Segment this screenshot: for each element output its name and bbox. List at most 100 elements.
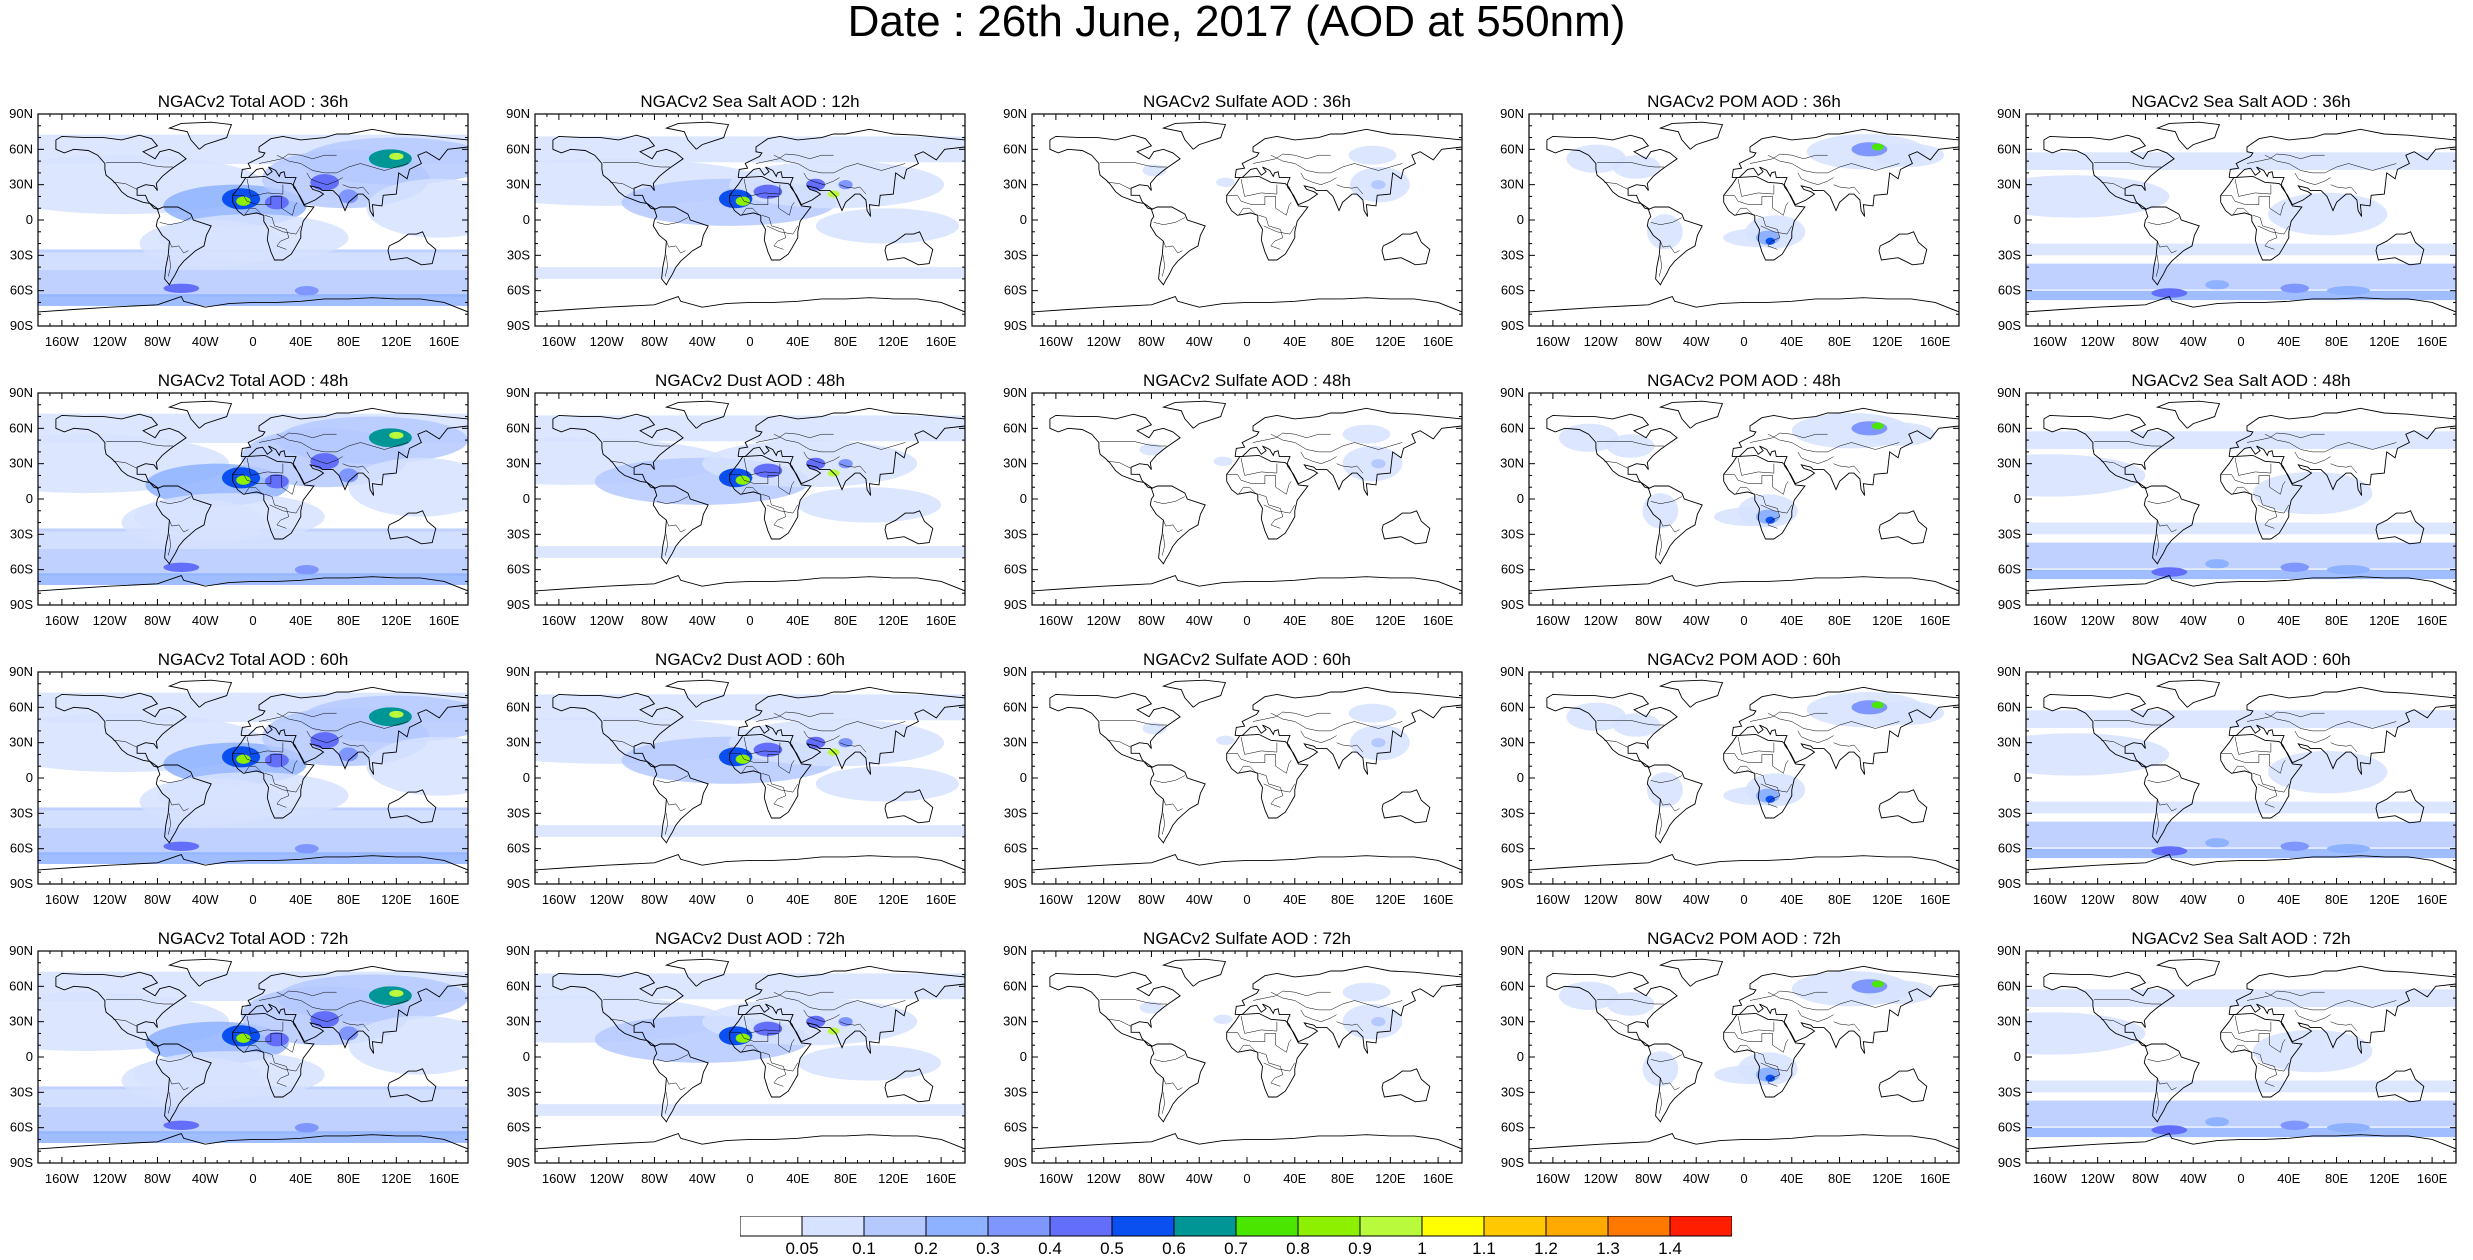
- lon-tick-label: 40E: [1283, 892, 1306, 907]
- coastlines: [38, 400, 468, 592]
- colorbar-label: 0.8: [1286, 1239, 1310, 1258]
- lon-tick-label: 160E: [2417, 1171, 2448, 1186]
- aod-field: [1529, 951, 1959, 1163]
- lat-tick-label: 60S: [1004, 841, 1027, 856]
- lon-tick-label: 160W: [2033, 613, 2068, 628]
- map-panel-total-48h: NGACv2 Total AOD : 48h 90N 60N 30N 0 30S 60S 90…: [0, 371, 470, 628]
- panel-title: NGACv2 Total AOD : 48h: [157, 371, 349, 390]
- lat-tick-label: 90S: [1004, 876, 1027, 891]
- lat-tick-label: 60S: [507, 841, 530, 856]
- aod-field: [535, 393, 965, 605]
- lon-tick-label: 160W: [45, 334, 80, 349]
- lat-tick-label: 0: [1020, 770, 1027, 785]
- lat-tick-label: 0: [523, 770, 530, 785]
- lon-tick-label: 80E: [834, 892, 857, 907]
- lat-tick-label: 90N: [1500, 385, 1524, 400]
- aod-field: [1529, 672, 1959, 884]
- colorbar-swatch: [1049, 1216, 1113, 1237]
- lat-tick-label: 0: [2014, 1049, 2021, 1064]
- lon-tick-label: 80E: [834, 334, 857, 349]
- colorbar-swatch: [1235, 1216, 1299, 1237]
- lon-tick-label: 40E: [289, 334, 312, 349]
- lat-tick-label: 30N: [506, 1014, 530, 1029]
- coastlines: [2026, 121, 2456, 313]
- lon-tick-label: 0: [1740, 334, 1747, 349]
- colorbar-swatch: [987, 1216, 1051, 1237]
- lat-tick-label: 90N: [9, 943, 33, 958]
- lon-tick-label: 40W: [1683, 334, 1710, 349]
- lon-tick-label: 40E: [289, 613, 312, 628]
- lon-tick-label: 40E: [1780, 892, 1803, 907]
- lon-tick-label: 80E: [834, 613, 857, 628]
- lat-tick-label: 30S: [10, 526, 33, 541]
- map-panel-total-36h: NGACv2 Total AOD : 36h 90N 60N 30N 0 30S 60S 90…: [0, 92, 470, 349]
- colorbar-label: 0.4: [1038, 1239, 1062, 1258]
- colorbar-swatch: [925, 1216, 989, 1237]
- lon-tick-label: 40W: [1683, 892, 1710, 907]
- lon-tick-label: 0: [1243, 892, 1250, 907]
- lon-tick-label: 80W: [641, 334, 668, 349]
- colorbar-label: 1: [1417, 1239, 1426, 1258]
- lat-tick-label: 30N: [9, 177, 33, 192]
- lat-tick-label: 60S: [507, 562, 530, 577]
- lat-tick-label: 0: [1020, 212, 1027, 227]
- lon-tick-label: 120E: [1872, 613, 1903, 628]
- lat-tick-label: 60S: [507, 283, 530, 298]
- colorbar-swatch: [1545, 1216, 1609, 1237]
- lat-tick-label: 90S: [1004, 318, 1027, 333]
- world-map: 90N 60N 30N 0 30S 60S 90S 160W 120W 80W 40W 0 40E 80E…: [1003, 664, 1463, 907]
- aod-field: [38, 672, 468, 884]
- lat-tick-label: 30S: [1004, 526, 1027, 541]
- map-panel-dust-60h: NGACv2 Dust AOD : 60h 90N 60N 30N 0 30S 60S 90S…: [497, 650, 967, 907]
- lat-tick-label: 30S: [1004, 1084, 1027, 1099]
- lon-tick-label: 120W: [1087, 1171, 1122, 1186]
- lon-tick-label: 120E: [1375, 334, 1406, 349]
- coastlines: [38, 958, 468, 1150]
- lat-tick-label: 30S: [1998, 526, 2021, 541]
- lon-tick-label: 80E: [1828, 613, 1851, 628]
- lat-tick-label: 90S: [1998, 876, 2021, 891]
- lat-tick-label: 60S: [1998, 283, 2021, 298]
- lon-tick-label: 40W: [192, 892, 219, 907]
- lon-tick-label: 120E: [2369, 892, 2400, 907]
- lon-tick-label: 160E: [429, 892, 460, 907]
- lon-tick-label: 160W: [542, 892, 577, 907]
- lat-tick-label: 60S: [1501, 841, 1524, 856]
- lon-tick-label: 120W: [1584, 892, 1619, 907]
- lat-tick-label: 30N: [506, 177, 530, 192]
- lat-tick-label: 60S: [10, 562, 33, 577]
- panel-title: NGACv2 Sea Salt AOD : 48h: [2131, 371, 2351, 390]
- lon-tick-label: 80E: [2325, 613, 2348, 628]
- lat-tick-label: 60S: [1998, 841, 2021, 856]
- lat-tick-label: 60N: [1003, 699, 1027, 714]
- country-borders: [1597, 432, 1900, 556]
- colorbar-swatch: [1607, 1216, 1671, 1237]
- map-panel-seasalt-72h: NGACv2 Sea Salt AOD : 72h 90N 60N 30N 0 30S 60…: [1988, 929, 2458, 1186]
- lon-tick-label: 80E: [1331, 613, 1354, 628]
- map-panel-pom-48h: NGACv2 POM AOD : 48h 90N 60N 30N 0 30S 60S 90S 1…: [1491, 371, 1961, 628]
- world-map: 90N 60N 30N 0 30S 60S 90S 160W 120W 80W 40W 0 40E 80E…: [506, 664, 966, 907]
- lat-tick-label: 30N: [1500, 1014, 1524, 1029]
- lon-tick-label: 120E: [381, 1171, 412, 1186]
- coastlines: [1529, 121, 1959, 313]
- lat-tick-label: 30N: [9, 735, 33, 750]
- lon-tick-label: 40E: [2277, 1171, 2300, 1186]
- country-borders: [603, 711, 906, 835]
- lon-tick-label: 0: [249, 334, 256, 349]
- lat-tick-label: 60S: [1501, 283, 1524, 298]
- lon-tick-label: 120W: [2081, 1171, 2116, 1186]
- lat-tick-label: 90S: [1501, 1155, 1524, 1170]
- lon-tick-label: 80W: [144, 1171, 171, 1186]
- lon-tick-label: 120E: [878, 334, 909, 349]
- world-map: 90N 60N 30N 0 30S 60S 90S 160W 120W 80W 40W 0 40E 80E…: [1997, 106, 2457, 349]
- lat-tick-label: 60N: [1997, 420, 2021, 435]
- lon-tick-label: 160E: [1423, 613, 1454, 628]
- lat-tick-label: 30N: [1003, 1014, 1027, 1029]
- lon-tick-label: 80E: [1331, 892, 1354, 907]
- lat-tick-label: 30S: [1998, 247, 2021, 262]
- lon-tick-label: 120W: [590, 1171, 625, 1186]
- lon-tick-label: 0: [249, 613, 256, 628]
- lat-tick-label: 60S: [10, 1120, 33, 1135]
- world-map: 90N 60N 30N 0 30S 60S 90S 160W 120W 80W 40W 0 40E 80E…: [1500, 385, 1960, 628]
- lat-tick-label: 60S: [1998, 1120, 2021, 1135]
